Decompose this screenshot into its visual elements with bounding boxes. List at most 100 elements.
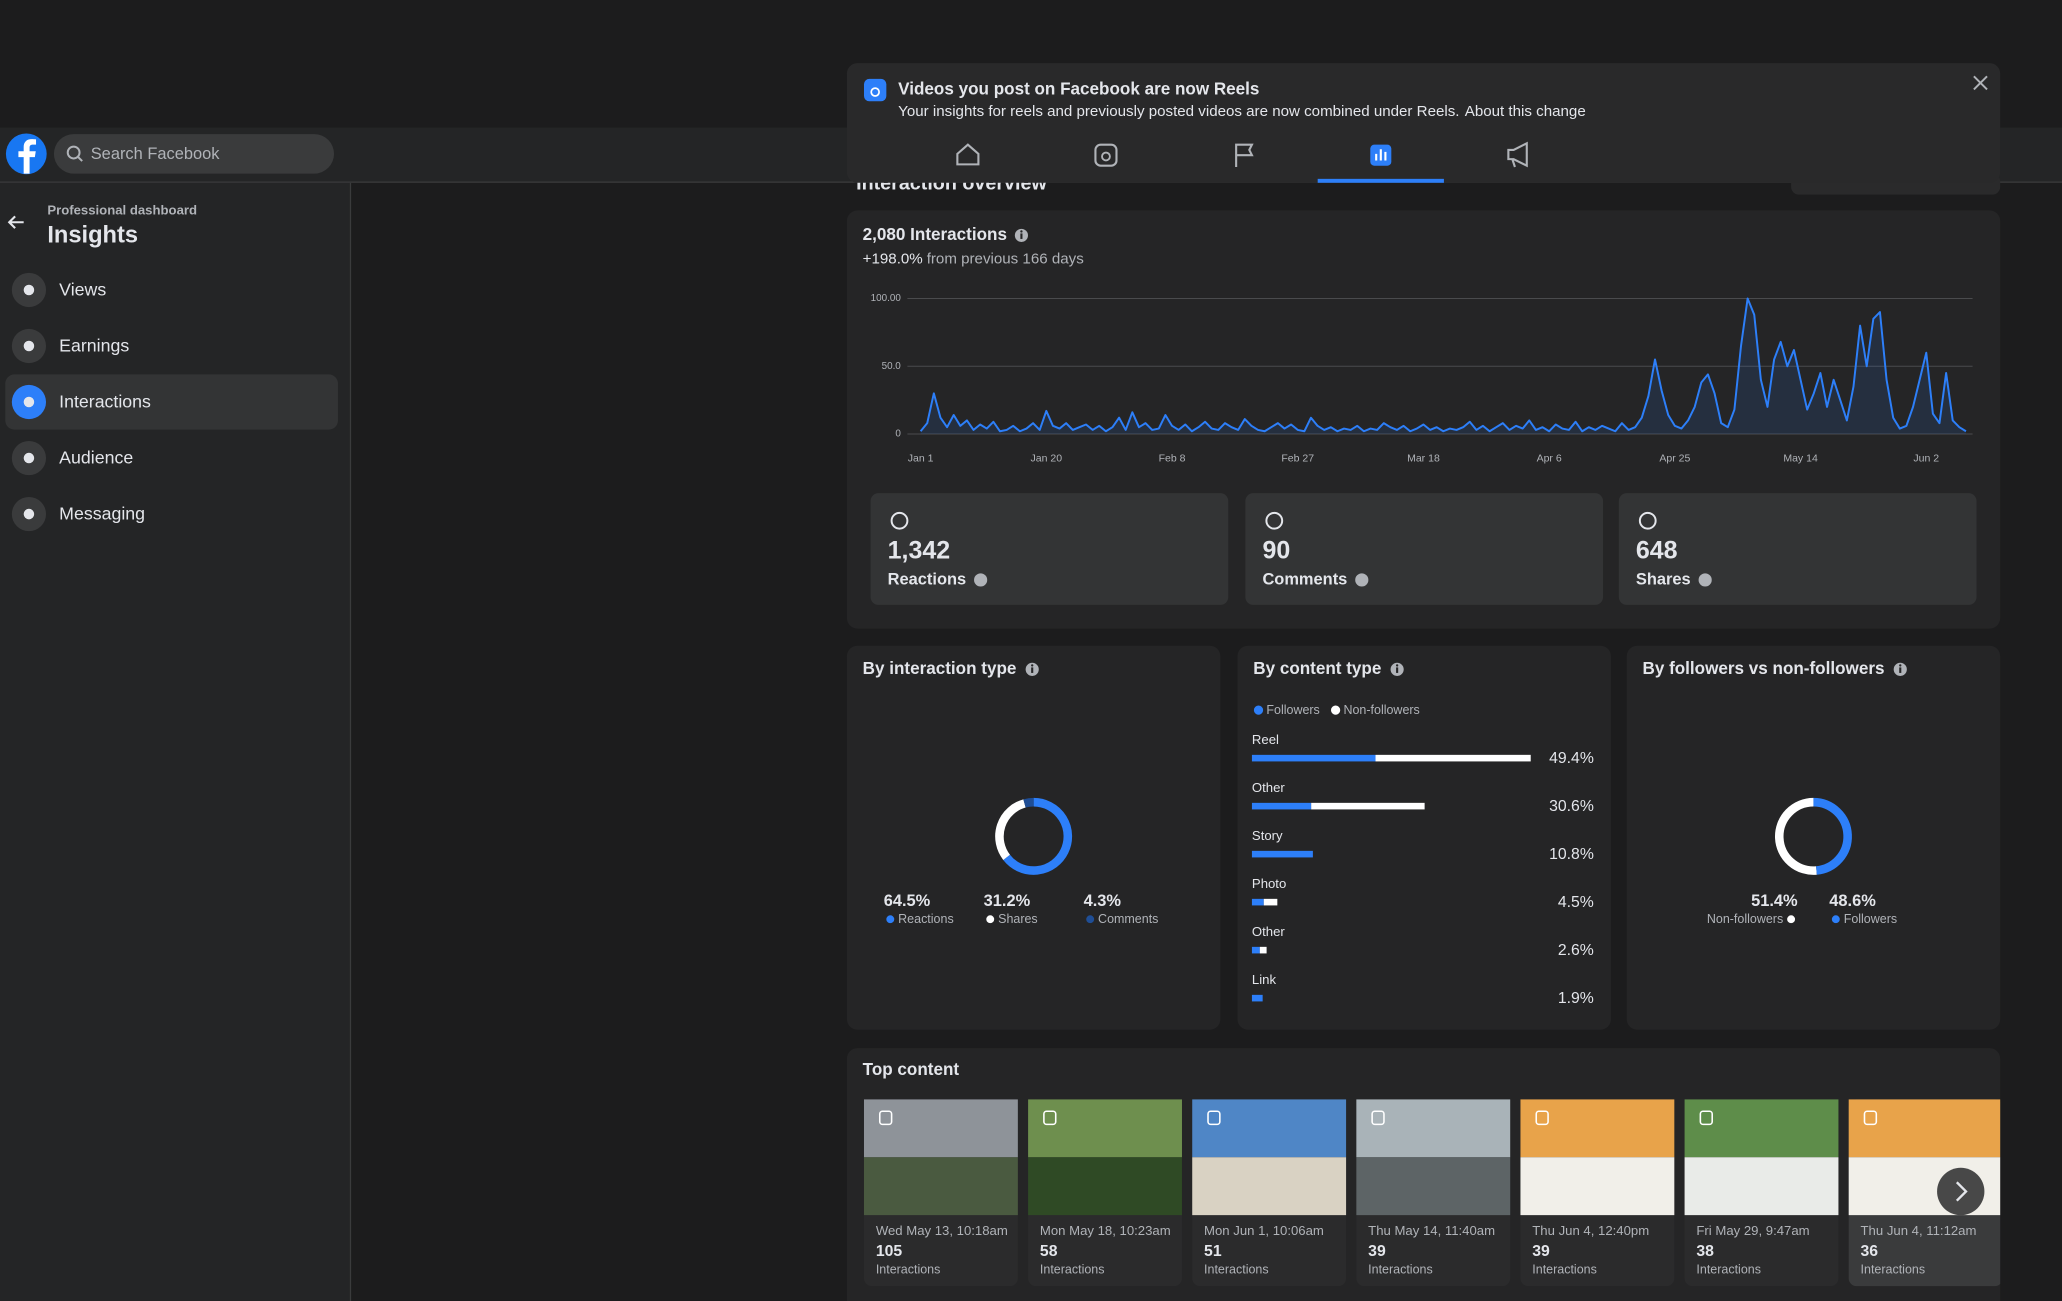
tab-active-underline bbox=[1317, 178, 1444, 183]
info-icon-glyph bbox=[1899, 667, 1902, 673]
x-tick-label: Jun 2 bbox=[1913, 453, 1939, 465]
content-label: Interactions bbox=[1368, 1263, 1433, 1277]
thumbnail-top bbox=[863, 1099, 1018, 1158]
sidebar bbox=[0, 182, 350, 1301]
tab-bar bbox=[956, 141, 1528, 183]
menu-item[interactable]: Views bbox=[59, 279, 106, 299]
back-arrow[interactable] bbox=[7, 215, 24, 229]
bar-segment bbox=[1251, 946, 1260, 954]
x-tick-label: Apr 25 bbox=[1659, 453, 1690, 465]
thumbnail-badge bbox=[1043, 1110, 1057, 1126]
legend-dot bbox=[1253, 705, 1264, 715]
y-tick-label: 100.00 bbox=[871, 293, 902, 304]
bar-category: Link bbox=[1252, 972, 1277, 987]
x-tick-label: May 14 bbox=[1783, 453, 1818, 465]
menu-item[interactable]: Messaging bbox=[59, 503, 145, 523]
bar-segment bbox=[1251, 850, 1313, 858]
banner-close[interactable] bbox=[1973, 75, 1988, 91]
menu-icon-glyph bbox=[23, 340, 35, 352]
donut-slice bbox=[1813, 797, 1852, 875]
banner-text: Your insights for reels and previously p… bbox=[898, 103, 1459, 120]
bar-value-label: 10.8% bbox=[1549, 846, 1594, 863]
thumbnail-badge bbox=[1699, 1110, 1713, 1126]
stat-icon bbox=[1265, 511, 1284, 530]
y-tick-label: 50.0 bbox=[882, 361, 902, 372]
legend-dot bbox=[986, 915, 995, 924]
thumbnail-badge bbox=[1371, 1110, 1385, 1126]
x-tick-label: Mar 18 bbox=[1407, 453, 1440, 465]
bar-segment bbox=[1263, 898, 1278, 906]
info-icon-glyph bbox=[1031, 667, 1034, 673]
search-placeholder: Search Facebook bbox=[91, 145, 221, 163]
x-tick-label: Feb 8 bbox=[1159, 453, 1186, 465]
tab-insights-bars bbox=[1375, 149, 1387, 161]
bar-value-label: 30.6% bbox=[1549, 798, 1594, 815]
info-icon[interactable] bbox=[1355, 573, 1369, 587]
area bbox=[920, 298, 1966, 434]
tab-home[interactable] bbox=[956, 143, 980, 166]
content-label: Interactions bbox=[1532, 1263, 1597, 1277]
chart-title: 2,080 Interactions bbox=[863, 225, 1007, 244]
content-label: Interactions bbox=[1040, 1263, 1105, 1277]
search-box[interactable] bbox=[53, 134, 335, 174]
thumbnail-badge bbox=[1207, 1110, 1221, 1126]
stat-label: Shares bbox=[1636, 570, 1691, 588]
legend-dot bbox=[1330, 705, 1341, 715]
x-tick-label: Jan 1 bbox=[908, 453, 934, 465]
legend-label: Followers bbox=[1266, 703, 1319, 717]
info-icon-glyph bbox=[1396, 667, 1399, 673]
content-date: Fri May 29, 9:47am bbox=[1696, 1223, 1809, 1238]
interaction-type-card bbox=[846, 645, 1221, 1030]
tab-reels-dot bbox=[1101, 151, 1111, 162]
bar-value-label: 49.4% bbox=[1549, 750, 1594, 767]
thumbnail-top bbox=[1848, 1099, 2001, 1158]
bar-segment bbox=[1259, 946, 1267, 954]
content-label: Interactions bbox=[1696, 1263, 1761, 1277]
stat-cards: 1,342 Reactions 90 Comments 648 Shares bbox=[870, 493, 1977, 605]
bar-segment bbox=[1251, 994, 1263, 1002]
bar-segment bbox=[1311, 802, 1425, 810]
bar-category: Story bbox=[1252, 828, 1283, 843]
menu-icon-glyph bbox=[23, 396, 35, 408]
menu-item[interactable]: Earnings bbox=[59, 335, 129, 355]
menu-icon-glyph bbox=[23, 452, 35, 464]
chart-title: By interaction type bbox=[863, 659, 1017, 678]
info-icon-glyph bbox=[1899, 664, 1902, 667]
legend-label: Non-followers bbox=[1343, 703, 1419, 717]
info-icon-glyph bbox=[1395, 664, 1399, 667]
top-content-list: Wed May 13, 10:18am 105 Interactions Mon Ma… bbox=[863, 1099, 2001, 1287]
info-icon-glyph bbox=[1020, 233, 1023, 239]
stat-card bbox=[1245, 493, 1604, 605]
reels-icon bbox=[863, 78, 887, 102]
change-percent: +198.0% bbox=[863, 251, 923, 268]
bar-segment bbox=[1251, 802, 1312, 810]
tab-ads[interactable] bbox=[1507, 141, 1528, 168]
bar-value-label: 2.6% bbox=[1558, 942, 1594, 959]
x-tick-label: Jan 20 bbox=[1031, 453, 1063, 465]
menu-icon-glyph bbox=[23, 508, 35, 520]
content-date: Mon Jun 1, 10:06am bbox=[1204, 1223, 1324, 1238]
menu-item[interactable]: Interactions bbox=[59, 391, 151, 411]
legend-label: Comments bbox=[1098, 912, 1158, 926]
thumbnail-bottom bbox=[1520, 1157, 1675, 1216]
legend-dot bbox=[1086, 915, 1095, 924]
menu-item[interactable]: Audience bbox=[59, 447, 133, 467]
info-icon[interactable] bbox=[974, 573, 988, 587]
thumbnail-bottom bbox=[1028, 1157, 1182, 1216]
stat-label: Comments bbox=[1262, 570, 1347, 588]
thumbnail-top bbox=[1356, 1099, 1511, 1158]
bar-segment bbox=[1251, 898, 1264, 906]
bar-value-label: 4.5% bbox=[1558, 894, 1594, 911]
sidebar-title: Insights bbox=[47, 222, 138, 248]
content-label: Interactions bbox=[1204, 1263, 1269, 1277]
content-count: 39 bbox=[1368, 1243, 1386, 1260]
donut-slice bbox=[995, 799, 1026, 860]
banner-link[interactable]: About this change bbox=[1465, 103, 1586, 120]
tab-pages[interactable] bbox=[1235, 143, 1254, 168]
tab-reels[interactable] bbox=[1094, 143, 1118, 167]
menu-icon-glyph bbox=[23, 284, 35, 296]
next-chevron bbox=[1955, 1181, 1968, 1202]
info-icon[interactable] bbox=[1698, 573, 1712, 587]
next-button[interactable] bbox=[1937, 1167, 1985, 1216]
